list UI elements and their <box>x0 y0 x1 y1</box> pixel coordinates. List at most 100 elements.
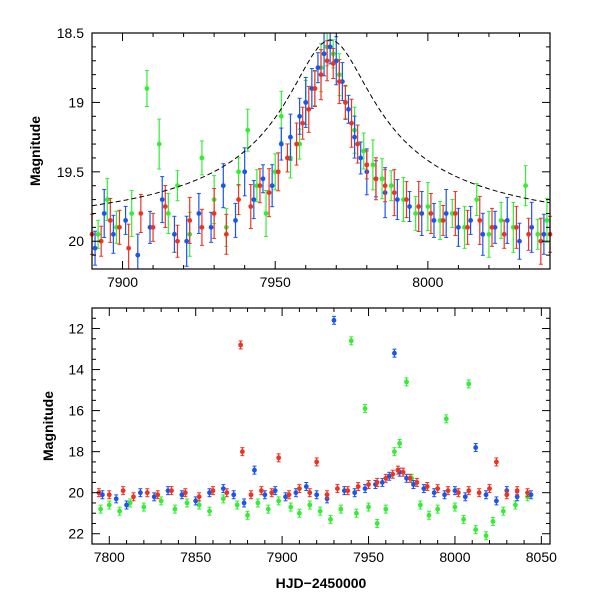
bottom-data-point <box>466 488 472 494</box>
top-data-point <box>242 169 248 175</box>
bottom-data-point <box>442 492 447 498</box>
top-data-point <box>175 238 180 244</box>
bottom-data-point <box>404 379 409 385</box>
bottom-data-point <box>220 486 226 491</box>
top-data-point <box>370 162 376 168</box>
bottom-data-point <box>220 496 226 502</box>
bottom-data-point <box>158 498 164 504</box>
top-x-tick-label: 8000 <box>412 274 443 290</box>
bottom-data-point <box>179 492 185 498</box>
top-data-point <box>489 224 495 230</box>
bottom-data-point <box>397 441 403 446</box>
bottom-data-point <box>414 480 420 485</box>
top-data-point <box>465 224 470 230</box>
top-data-point <box>486 231 492 237</box>
top-data-point <box>440 218 446 223</box>
bottom-data-point <box>303 484 309 489</box>
bottom-data-point <box>234 502 240 508</box>
top-data-point <box>223 231 229 237</box>
top-data-point <box>278 113 284 119</box>
bottom-data-point <box>354 510 359 516</box>
bottom-panel-frame <box>91 307 551 545</box>
bottom-y-tick-label: 20 <box>68 485 84 501</box>
top-panel-y-axis-title: Magnitude <box>27 116 43 186</box>
bottom-data-point <box>443 416 449 422</box>
top-data-point <box>175 183 180 189</box>
bottom-data-point <box>252 467 257 473</box>
top-data-point <box>138 211 144 216</box>
top-data-point <box>373 176 379 182</box>
bottom-data-point <box>196 494 202 500</box>
top-data-point <box>416 204 422 209</box>
top-data-point <box>318 72 324 78</box>
top-data-point <box>251 197 257 202</box>
bottom-data-point <box>383 506 389 512</box>
bottom-data-point <box>239 449 245 455</box>
top-y-tick-label: 20 <box>68 233 84 249</box>
top-panel-model-curve <box>91 39 551 207</box>
bottom-data-point <box>324 492 330 498</box>
bottom-data-point <box>476 490 482 496</box>
bottom-data-point <box>400 469 406 475</box>
bottom-data-point <box>417 502 423 508</box>
bottom-data-point <box>98 506 104 512</box>
bottom-data-point <box>483 492 489 498</box>
top-data-point <box>266 190 272 196</box>
bottom-data-point <box>487 486 492 491</box>
bottom-data-point <box>362 406 368 411</box>
bottom-data-point <box>172 506 178 512</box>
bottom-data-point <box>207 490 212 496</box>
top-data-point <box>388 183 394 189</box>
top-data-point <box>413 211 419 216</box>
top-data-point <box>260 176 266 182</box>
bottom-data-point <box>283 494 288 500</box>
top-data-point <box>220 183 226 189</box>
top-data-point <box>110 231 116 237</box>
bottom-data-point <box>528 492 534 498</box>
bottom-data-point <box>374 521 380 526</box>
bottom-x-tick-label: 7900 <box>267 549 298 565</box>
top-data-point <box>162 204 168 209</box>
bottom-data-point <box>341 488 347 494</box>
bottom-data-point <box>452 504 458 510</box>
top-data-point <box>300 120 306 126</box>
bottom-data-point <box>504 492 510 498</box>
top-data-point <box>269 183 275 189</box>
top-data-point <box>156 141 162 147</box>
bottom-data-point <box>483 533 489 539</box>
bottom-data-point <box>421 486 427 491</box>
bottom-data-point <box>348 338 354 344</box>
bottom-data-point <box>124 502 129 508</box>
top-data-point <box>431 218 437 223</box>
bottom-data-point <box>374 480 380 485</box>
bottom-data-point <box>296 486 302 491</box>
bottom-data-point <box>293 490 299 496</box>
top-data-point <box>236 197 241 202</box>
bottom-data-point <box>137 490 143 496</box>
bottom-data-point <box>238 342 244 348</box>
bottom-data-point <box>383 475 389 481</box>
bottom-data-point <box>452 488 458 494</box>
top-data-point <box>278 141 284 147</box>
bottom-x-tick-label: 8000 <box>439 549 470 565</box>
top-data-point <box>321 51 327 57</box>
top-data-point <box>517 238 522 244</box>
top-data-point <box>165 211 171 216</box>
bottom-data-point <box>355 484 361 489</box>
top-y-tick-label: 19 <box>68 94 84 110</box>
bottom-data-point <box>245 512 250 518</box>
bottom-data-point <box>466 381 472 387</box>
bottom-data-point <box>141 504 147 510</box>
bottom-data-point <box>307 490 313 496</box>
top-data-point <box>294 141 299 147</box>
top-data-point <box>336 79 342 84</box>
bottom-panel-y-axis-title: Magnitude <box>40 391 56 461</box>
top-data-point <box>297 113 303 119</box>
bottom-data-point <box>395 467 401 473</box>
bottom-data-point <box>169 488 174 494</box>
bottom-data-point <box>392 449 397 455</box>
top-data-point <box>349 120 354 126</box>
top-data-point <box>394 197 400 202</box>
bottom-data-point <box>307 502 313 508</box>
bottom-data-point <box>462 494 468 500</box>
